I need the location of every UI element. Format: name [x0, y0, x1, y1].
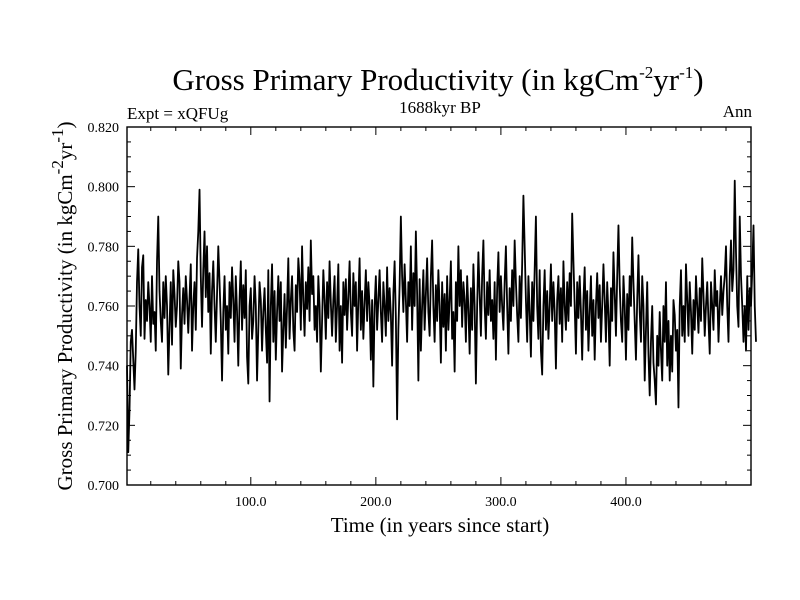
title-mid: yr [653, 62, 680, 97]
experiment-label: Expt = xQFUg [127, 104, 229, 123]
ylabel-mid: yr [53, 143, 77, 161]
ylabel-main: Gross Primary Productivity (in kgCm [53, 174, 77, 490]
x-tick-label: 400.0 [610, 495, 642, 510]
y-tick-label: 0.760 [88, 300, 120, 315]
y-tick-label: 0.800 [88, 181, 120, 196]
title-main: Gross Primary Productivity (in kgCm [172, 62, 639, 97]
x-tick-label: 100.0 [235, 495, 267, 510]
y-tick-label: 0.700 [88, 479, 120, 494]
period-label: 1688kyr BP [399, 98, 481, 117]
title-superscript-1: -2 [639, 63, 653, 82]
axis-ticks [127, 126, 751, 486]
x-axis-label: Time (in years since start) [331, 513, 550, 537]
title-end: ) [693, 62, 703, 97]
season-label: Ann [723, 102, 753, 121]
ylabel-superscript-1: -2 [48, 160, 67, 174]
x-tick-label: 300.0 [485, 495, 517, 510]
ylabel-superscript-2: -1 [48, 128, 67, 142]
y-axis-label: Gross Primary Productivity (in kgCm-2yr-… [48, 121, 77, 490]
title-superscript-2: -1 [679, 63, 693, 82]
x-tick-label: 200.0 [360, 495, 392, 510]
y-tick-label: 0.720 [88, 419, 120, 434]
y-tick-label: 0.740 [88, 360, 120, 375]
axis-tick-labels: 0.700 0.720 0.740 0.760 0.780 0.800 0.820 100.0… [88, 121, 642, 510]
chart-title: Gross Primary Productivity (in kgCm-2yr-… [172, 62, 703, 97]
y-tick-label: 0.780 [88, 240, 120, 255]
y-tick-label: 0.820 [88, 121, 120, 136]
ylabel-end: ) [53, 121, 77, 128]
series-line-gpp [126, 179, 757, 454]
